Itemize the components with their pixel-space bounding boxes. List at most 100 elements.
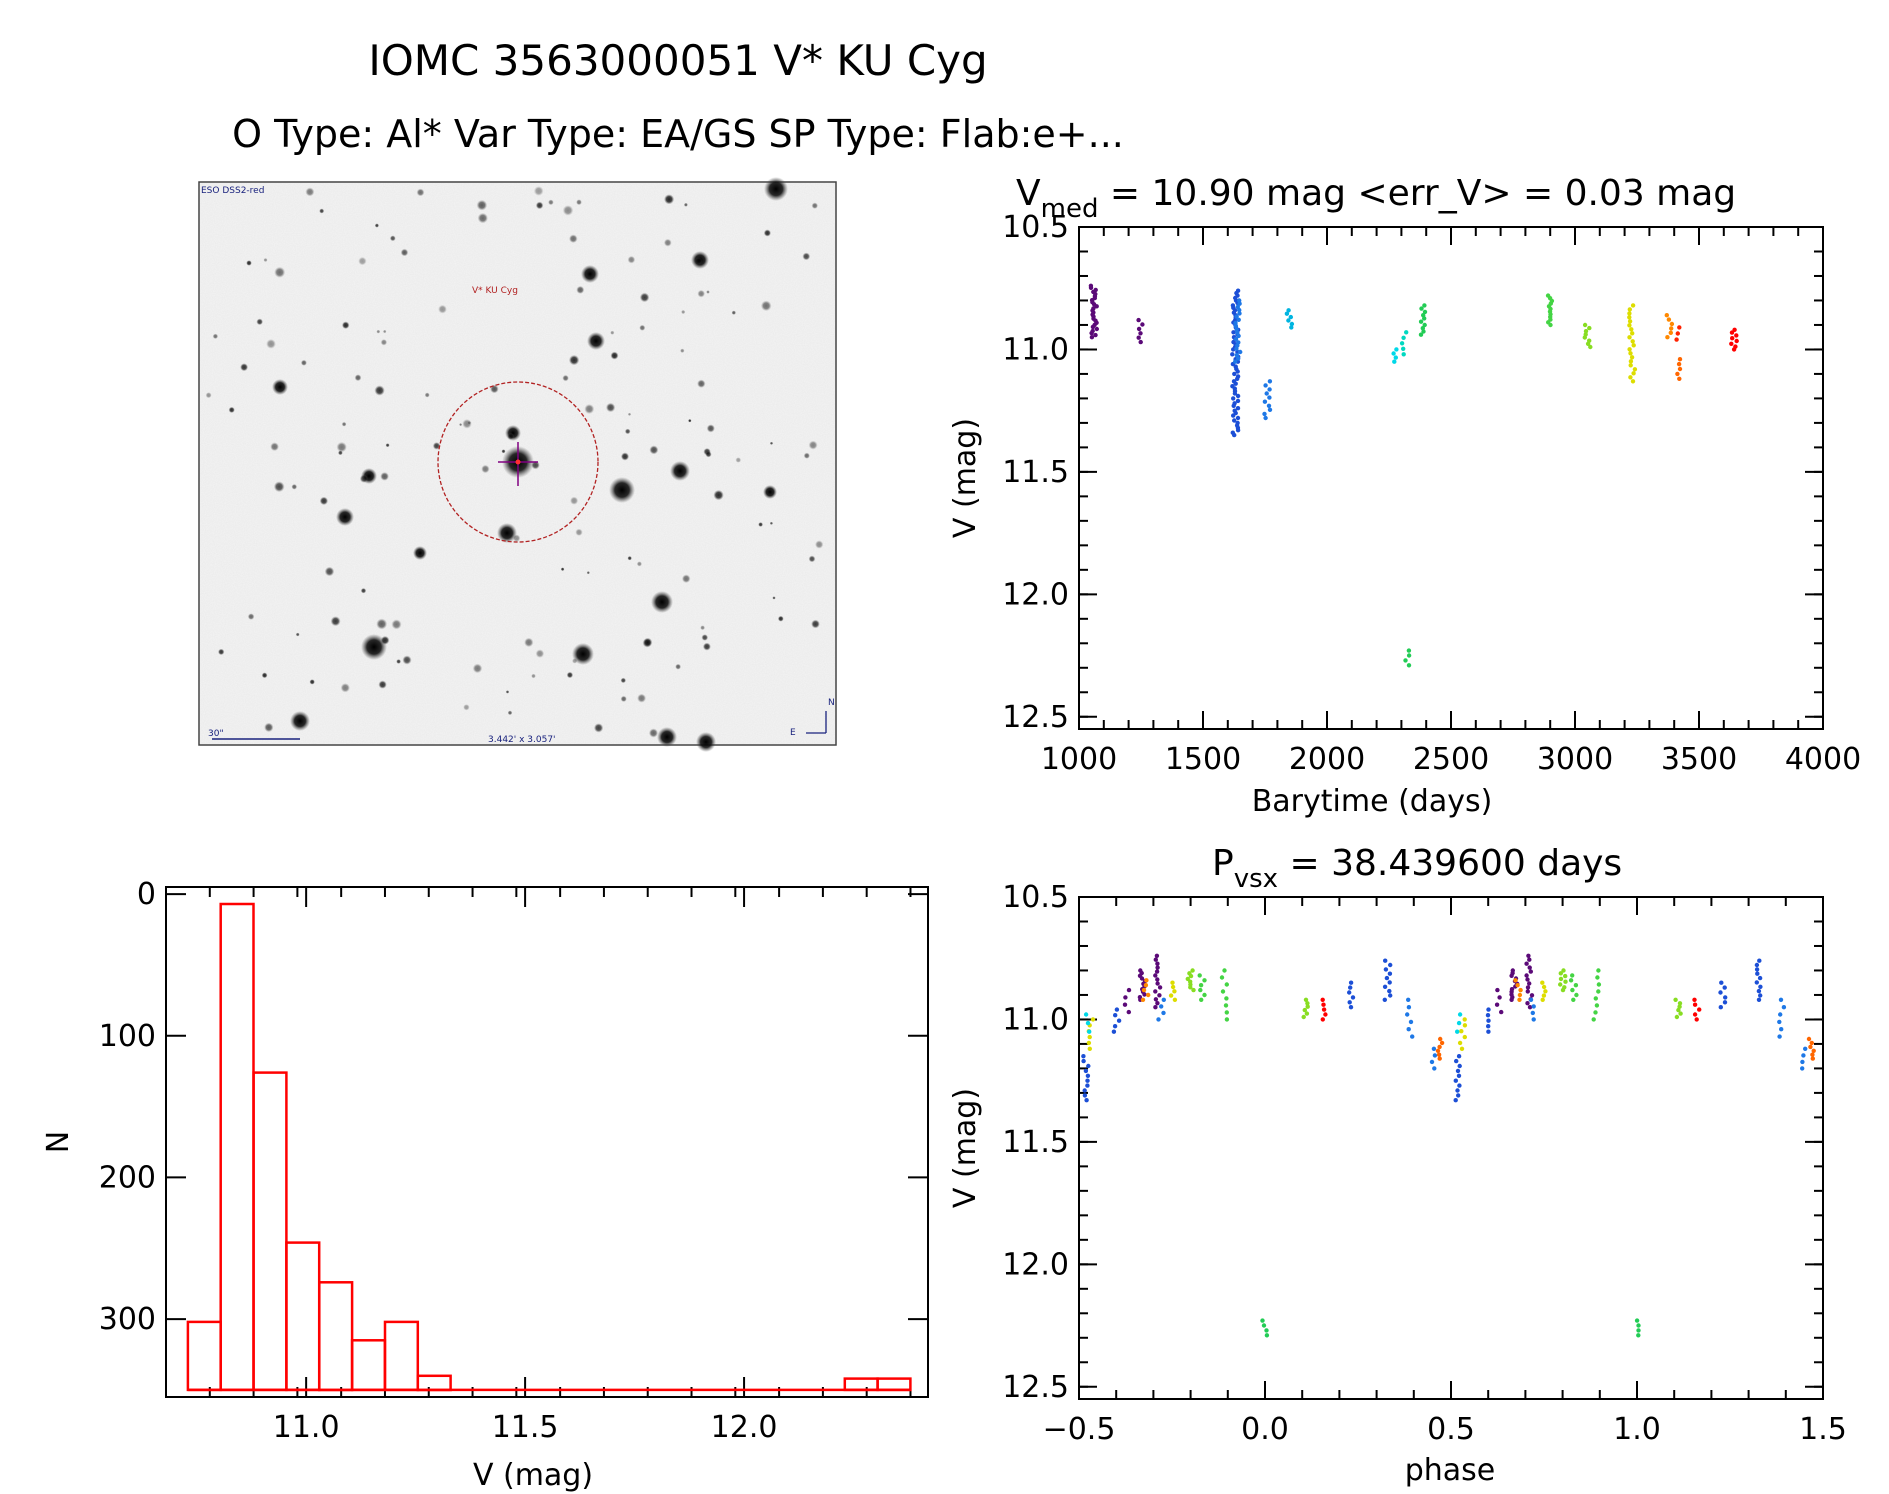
faint-star: [273, 481, 285, 493]
lightcurve-point: [1627, 347, 1632, 352]
phased-point: [1202, 978, 1207, 983]
phased-point: [1172, 997, 1178, 1002]
phased-point: [1457, 1040, 1463, 1046]
phased-point: [1517, 992, 1523, 998]
faint-star: [815, 540, 824, 549]
phased-point: [1531, 1017, 1536, 1022]
phased-point: [1524, 961, 1529, 966]
phased-point: [1153, 997, 1159, 1002]
phased-point: [1677, 1001, 1683, 1006]
phased-point: [1755, 971, 1760, 976]
phased-point: [1159, 1004, 1164, 1009]
lightcurve-xlabel: Barytime (days): [1252, 784, 1493, 819]
phased-point: [1810, 1052, 1815, 1057]
phased-point: [1806, 1036, 1812, 1042]
lightcurve-point: [1231, 413, 1236, 418]
phased-point: [1429, 1059, 1435, 1065]
phased-point: [1382, 997, 1388, 1002]
histogram-bar: [318, 1281, 354, 1392]
faint-star: [531, 460, 540, 470]
phased-point: [1596, 982, 1602, 987]
star-15: [336, 508, 354, 526]
lightcurve-point: [1674, 337, 1679, 342]
lightcurve-point: [1418, 332, 1424, 337]
lightcurve-point: [1237, 298, 1242, 303]
phased-point: [1348, 980, 1354, 985]
lightcurve-point: [1729, 330, 1735, 335]
phased-point: [1494, 1002, 1500, 1007]
faint-star: [610, 330, 615, 335]
faint-star: [560, 567, 565, 571]
star-field: [205, 177, 824, 752]
phased-point: [1455, 1068, 1461, 1074]
phased-point: [1304, 1011, 1310, 1016]
phased-point: [1085, 1078, 1090, 1083]
histogram-xtick-label: 11.5: [492, 1410, 559, 1445]
histogram-bar: [252, 1071, 288, 1392]
phased-point: [1636, 1328, 1641, 1333]
phased-point: [1323, 1012, 1328, 1017]
phased-point: [1513, 978, 1518, 983]
phased-point: [1593, 996, 1599, 1001]
faint-star: [576, 199, 582, 206]
histogram-ytick-label: 100: [99, 1019, 156, 1054]
phased-point: [1432, 1066, 1437, 1071]
faint-star: [735, 457, 742, 463]
lightcurve-point: [1136, 335, 1141, 340]
faint-star: [688, 419, 692, 423]
faint-star: [568, 354, 580, 366]
histogram-ticks: 11.0 11.5 12.0 0 100 200 300: [99, 877, 928, 1445]
star-6: [497, 523, 517, 543]
lightcurve-point: [1406, 648, 1412, 653]
faint-star: [319, 496, 329, 506]
phased-point: [1456, 1073, 1462, 1079]
phased-point: [1431, 1046, 1437, 1052]
faint-star: [649, 445, 659, 455]
lightcurve-point: [1669, 326, 1674, 331]
lightcurve-point: [1233, 324, 1239, 329]
phased-point: [1085, 1083, 1090, 1088]
phased-point: [1083, 1068, 1089, 1074]
phased-point: [1188, 973, 1194, 979]
phased-point: [1224, 996, 1229, 1001]
faint-star: [341, 321, 350, 330]
phased-point: [1596, 989, 1601, 994]
star-16: [272, 379, 288, 395]
lightcurve-point: [1734, 338, 1739, 344]
phased-point: [1455, 1029, 1460, 1034]
faint-star: [400, 248, 409, 257]
lightcurve-point: [1235, 398, 1241, 404]
lightcurve-point: [1669, 321, 1675, 327]
lightcurve-point: [1665, 335, 1670, 340]
phased-point: [1758, 993, 1763, 998]
faint-star: [702, 642, 711, 651]
lightcurve-point: [1286, 318, 1291, 323]
faint-star: [535, 201, 544, 210]
faint-star: [374, 385, 385, 396]
lightcurve-point: [1666, 317, 1672, 322]
histogram-bar: [876, 1377, 912, 1392]
phased-point: [1456, 1054, 1462, 1059]
lightcurve-plot: Vmed = 10.90 mag <err_V> = 0.03 mag 1000…: [948, 173, 1861, 819]
star-19: [763, 485, 777, 499]
lightcurve-xtick-label: 3000: [1537, 742, 1613, 777]
faint-star: [295, 632, 300, 637]
faint-star: [360, 588, 367, 594]
faint-star: [396, 659, 401, 664]
phased-point: [1153, 973, 1158, 978]
phased-point: [1456, 1093, 1461, 1098]
lightcurve-point: [1627, 311, 1632, 316]
faint-star: [256, 318, 264, 326]
lightcurve-point: [1401, 352, 1406, 357]
phased-point: [1222, 968, 1227, 973]
phased-point: [1188, 985, 1193, 990]
lightcurve-point: [1286, 308, 1291, 313]
phased-point: [1456, 1020, 1462, 1026]
faint-star: [803, 452, 810, 459]
phased-point: [1509, 997, 1514, 1002]
phased-point: [1081, 1054, 1086, 1059]
faint-star: [562, 374, 569, 382]
lightcurve-point: [1677, 357, 1683, 362]
lightcurve-point: [1419, 306, 1424, 311]
faint-star: [664, 194, 675, 205]
